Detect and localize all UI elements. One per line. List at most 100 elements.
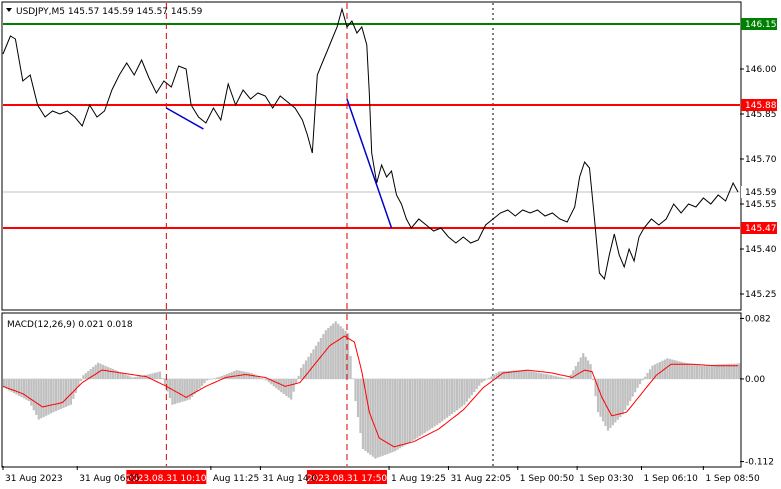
macd-histogram-bar — [84, 373, 87, 379]
macd-histogram-bar — [181, 378, 184, 402]
macd-histogram-bar — [342, 328, 345, 379]
macd-histogram-bar — [431, 378, 434, 429]
macd-histogram-bar — [176, 378, 179, 404]
macd-histogram-bar — [465, 378, 468, 402]
macd-histogram-bar — [661, 360, 664, 379]
macd-histogram-bar — [676, 360, 679, 379]
macd-histogram-bar — [591, 378, 595, 381]
level-label-1: 145.88 — [745, 101, 777, 111]
macd-histogram-bar — [62, 378, 65, 408]
macd-histogram-bar — [374, 378, 377, 459]
macd-histogram-bar — [37, 378, 40, 420]
macd-histogram-bar — [614, 378, 617, 423]
macd-histogram-bar — [725, 363, 728, 379]
macd-histogram-bar — [257, 376, 261, 379]
level-label-box-2 — [741, 222, 777, 234]
macd-histogram-bar — [267, 378, 270, 383]
macd-histogram-bar — [705, 365, 709, 379]
macd-histogram-bar — [510, 370, 513, 379]
macd-histogram-bar — [572, 370, 575, 379]
macd-histogram-bar — [193, 378, 196, 395]
macd-histogram-bar — [166, 378, 169, 392]
macd-histogram-bar — [109, 367, 112, 379]
macd-histogram-bar — [141, 375, 144, 379]
macd-histogram-bar — [356, 378, 360, 418]
macd-histogram-bar — [101, 364, 105, 379]
macd-histogram-bar — [505, 371, 508, 379]
macd-histogram-bar — [703, 365, 706, 379]
macd-histogram-bar — [243, 371, 246, 379]
macd-histogram-bar — [111, 369, 115, 379]
macd-histogram-bar — [322, 334, 325, 379]
macd-histogram-bar — [124, 374, 127, 379]
macd-histogram-bar — [500, 371, 503, 379]
macd-histogram-bar — [532, 371, 535, 379]
marker-time-box-1 — [306, 470, 387, 484]
macd-histogram-bar — [366, 378, 369, 453]
macd-histogram-bar — [651, 365, 654, 379]
current-price-label: 145.59 — [745, 188, 777, 198]
macd-histogram-bar — [40, 378, 43, 419]
macd-histogram-bar — [262, 378, 266, 380]
macd-histogram-bar — [203, 378, 206, 384]
macd-histogram-bar — [436, 378, 439, 425]
macd-histogram-bar — [552, 375, 555, 379]
macd-histogram-bar — [502, 371, 506, 379]
macd-histogram-bar — [228, 373, 231, 379]
macd-histogram-bar — [490, 376, 493, 379]
macd-signal-line — [2, 335, 738, 448]
macd-histogram-bar — [658, 361, 662, 379]
macd-histogram-bar — [5, 378, 8, 390]
macd-histogram-bar — [275, 378, 278, 389]
macd-axis-label: 0.082 — [745, 314, 771, 324]
macd-histogram-bar — [198, 378, 201, 389]
macd-histogram-bar — [488, 377, 491, 379]
macd-histogram-bar — [131, 377, 134, 379]
macd-histogram-bar — [369, 378, 372, 455]
macd-histogram-bar — [693, 364, 696, 379]
macd-histogram-bar — [161, 378, 164, 379]
macd-histogram-bar — [398, 378, 402, 449]
macd-histogram-bar — [371, 378, 374, 457]
macd-histogram-bar — [478, 378, 481, 386]
macd-axis-label: -0.112 — [745, 458, 774, 468]
macd-histogram-bar — [255, 375, 258, 379]
macd-histogram-bar — [512, 370, 515, 379]
macd-histogram-bar — [210, 378, 214, 380]
macd-histogram-bar — [438, 378, 441, 424]
price-axis-label: 145.70 — [745, 155, 777, 165]
macd-histogram-bar — [354, 378, 357, 402]
macd-histogram-bar — [52, 378, 55, 413]
macd-histogram-bar — [557, 376, 560, 379]
macd-histogram-bar — [270, 378, 273, 385]
time-axis-label: 1 Sep 00:50 — [520, 474, 575, 484]
macd-histogram-bar — [277, 378, 280, 391]
macd-histogram-bar — [287, 378, 290, 398]
macd-histogram-bar — [82, 375, 85, 379]
macd-histogram-bar — [574, 366, 577, 379]
macd-histogram-bar — [616, 378, 619, 420]
macd-histogram-bar — [643, 376, 647, 379]
macd-histogram-bar — [475, 378, 478, 389]
macd-histogram-bar — [324, 330, 327, 379]
price-axis-label: 145.85 — [745, 110, 777, 120]
macd-histogram-bar — [441, 378, 444, 422]
macd-histogram-bar — [54, 378, 58, 412]
price-axis-label: 146.00 — [745, 65, 777, 75]
macd-histogram-bar — [485, 378, 488, 380]
macd-histogram-bar — [428, 378, 431, 430]
price-series — [2, 7, 739, 281]
macd-histogram-bar — [57, 378, 60, 411]
macd-histogram-bar — [470, 378, 473, 396]
dropdown-triangle-icon[interactable] — [6, 8, 12, 12]
macd-histogram-bar — [413, 378, 417, 440]
marker-time-box-0 — [126, 470, 207, 484]
macd-histogram-bar — [126, 375, 129, 379]
macd-histogram-bar — [235, 370, 238, 379]
macd-histogram-bar — [394, 378, 397, 452]
price-axis-label: 145.25 — [745, 290, 777, 300]
macd-histogram-bar — [720, 364, 723, 379]
macd-histogram-bar — [119, 372, 122, 379]
time-axis-label: 1 Sep 03:30 — [579, 474, 634, 484]
macd-histogram-bar — [25, 378, 28, 400]
